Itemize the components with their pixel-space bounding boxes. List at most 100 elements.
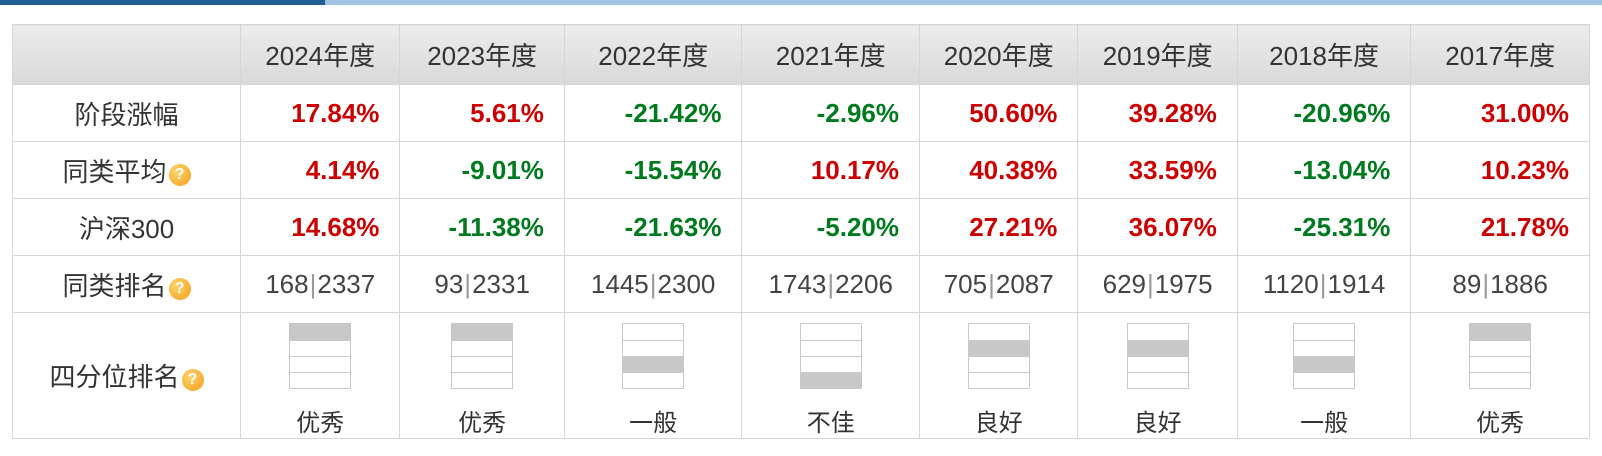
percent-value-cell: 50.60% xyxy=(918,84,1079,142)
quartile-cell: 优秀 xyxy=(399,312,565,439)
quartile-indicator xyxy=(799,323,862,389)
quartile-segment xyxy=(290,340,351,356)
percent-value-cell: -9.01% xyxy=(399,141,565,199)
rank-cell: 1120|1914 xyxy=(1236,255,1412,313)
rank-separator: | xyxy=(464,268,472,299)
percent-value-cell: 36.07% xyxy=(1077,198,1238,256)
quartile-label: 优秀 xyxy=(1476,410,1525,437)
quartile-segment xyxy=(1294,340,1355,356)
quartile-label: 一般 xyxy=(629,410,678,437)
rank-position: 168 xyxy=(265,268,309,299)
question-circle-icon[interactable]: ? xyxy=(181,369,204,391)
quartile-label: 一般 xyxy=(1300,410,1349,437)
rank-total: 2300 xyxy=(657,268,716,299)
quartile-segment xyxy=(452,324,513,340)
quartile-segment xyxy=(290,372,351,388)
percent-value-cell: 4.14% xyxy=(240,141,401,199)
quartile-segment xyxy=(1127,324,1188,340)
active-tab-indicator xyxy=(0,0,325,5)
stage-return-row: 阶段涨幅 17.84% 5.61% -21.42% -2.96% 50.60% 39.28… xyxy=(11,84,1590,142)
question-circle-icon[interactable]: ? xyxy=(168,277,191,300)
question-circle-icon[interactable]: ? xyxy=(168,163,191,186)
quartile-segment xyxy=(1470,356,1531,372)
quartile-label: 不佳 xyxy=(806,410,855,437)
quartile-label: 良好 xyxy=(974,410,1023,437)
rank-cell: 1743|2206 xyxy=(741,255,920,313)
quartile-indicator xyxy=(451,323,514,389)
percent-value-cell: -15.54% xyxy=(563,141,743,199)
rank-cell: 705|2087 xyxy=(918,255,1079,313)
rank-position: 705 xyxy=(943,268,988,299)
annual-performance-table: 2024年度 2023年度 2022年度 2021年度 2020年度 2019年… xyxy=(11,24,1590,439)
quartile-segment xyxy=(623,340,684,356)
quartile-segment xyxy=(1127,372,1188,388)
percent-value-cell: 10.17% xyxy=(741,141,920,199)
quartile-cell: 不佳 xyxy=(741,312,920,439)
rank-separator: | xyxy=(1482,268,1490,299)
quartile-cell: 良好 xyxy=(918,312,1079,439)
quartile-segment xyxy=(800,324,861,340)
peer-average-row: 同类平均? 4.14% -9.01% -15.54% 10.17% 40.38% 33.5… xyxy=(11,141,1590,199)
quartile-segment xyxy=(452,372,513,388)
quartile-segment xyxy=(968,356,1029,372)
percent-value-cell: -11.38% xyxy=(399,198,565,256)
quartile-segment xyxy=(968,324,1029,340)
quartile-rank-row: 四分位排名? 优秀 优秀 一般 不佳 良好 良好 一般 优秀 xyxy=(11,312,1590,439)
quartile-segment xyxy=(290,324,351,340)
rank-separator: | xyxy=(309,268,317,299)
quartile-indicator xyxy=(289,323,352,389)
percent-value-cell: 17.84% xyxy=(240,84,401,142)
rank-total: 2337 xyxy=(317,268,376,299)
rank-position: 1445 xyxy=(590,268,649,299)
row-label: 四分位排名? xyxy=(11,312,242,439)
rank-separator: | xyxy=(1319,268,1327,299)
rank-cell: 89|1886 xyxy=(1410,255,1590,313)
quartile-segment xyxy=(1294,324,1355,340)
year-header: 2018年度 xyxy=(1236,24,1412,85)
quartile-indicator xyxy=(1469,323,1532,389)
rank-total: 2331 xyxy=(472,268,530,299)
header-row: 2024年度 2023年度 2022年度 2021年度 2020年度 2019年… xyxy=(11,24,1590,85)
rank-cell: 168|2337 xyxy=(240,255,401,313)
percent-value-cell: 27.21% xyxy=(918,198,1079,256)
percent-value-cell: 10.23% xyxy=(1410,141,1590,199)
percent-value-cell: 21.78% xyxy=(1410,198,1590,256)
quartile-cell: 良好 xyxy=(1077,312,1238,439)
quartile-segment xyxy=(800,372,861,388)
quartile-segment xyxy=(623,356,684,372)
rank-total: 2206 xyxy=(835,268,893,299)
quartile-cell: 优秀 xyxy=(240,312,401,439)
rank-separator: | xyxy=(1147,268,1154,299)
percent-value-cell: 39.28% xyxy=(1077,84,1238,142)
quartile-segment xyxy=(800,340,861,356)
quartile-segment xyxy=(1470,340,1531,356)
quartile-segment xyxy=(452,340,513,356)
quartile-segment xyxy=(452,356,513,372)
quartile-label: 优秀 xyxy=(458,410,507,437)
quartile-segment xyxy=(1294,372,1355,388)
header-corner xyxy=(11,24,242,85)
quartile-segment xyxy=(1470,372,1531,388)
quartile-segment xyxy=(623,324,684,340)
quartile-cell: 优秀 xyxy=(1410,312,1590,439)
quartile-indicator xyxy=(622,323,685,389)
quartile-segment xyxy=(968,340,1029,356)
year-header: 2023年度 xyxy=(399,24,565,85)
quartile-label: 良好 xyxy=(1133,410,1182,437)
quartile-segment xyxy=(968,372,1029,388)
quartile-cell: 一般 xyxy=(563,312,743,439)
rank-separator: | xyxy=(827,268,835,299)
quartile-label: 优秀 xyxy=(296,410,345,437)
rank-position: 93 xyxy=(434,268,464,299)
quartile-cell: 一般 xyxy=(1236,312,1412,439)
rank-cell: 1445|2300 xyxy=(563,255,743,313)
rank-separator: | xyxy=(988,268,995,299)
quartile-segment xyxy=(800,356,861,372)
year-header: 2024年度 xyxy=(240,24,401,85)
rank-total: 2087 xyxy=(995,268,1054,299)
row-label: 沪深300 xyxy=(11,198,242,256)
peer-rank-row: 同类排名? 168|2337 93|2331 1445|2300 1743|2206 7… xyxy=(11,255,1590,313)
percent-value-cell: 14.68% xyxy=(240,198,401,256)
percent-value-cell: 5.61% xyxy=(399,84,565,142)
rank-cell: 629|1975 xyxy=(1077,255,1238,313)
